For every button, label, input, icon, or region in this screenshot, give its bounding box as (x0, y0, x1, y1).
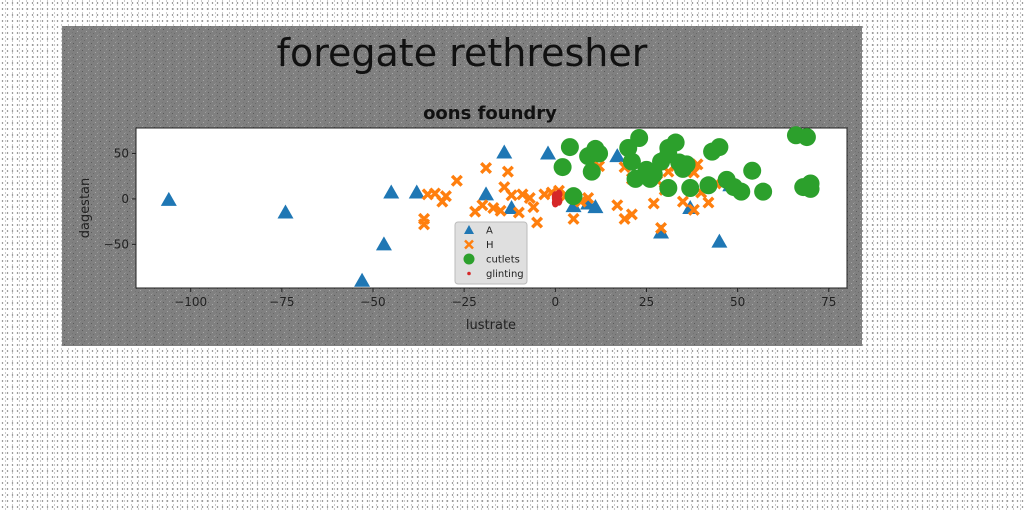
data-point (527, 201, 540, 214)
x-axis: −100 −75 −50 −25 0 25 50 75 (174, 288, 836, 309)
scatter-points (160, 126, 820, 287)
data-point (743, 161, 762, 180)
data-point (277, 204, 294, 219)
data-point (702, 196, 715, 209)
x-axis-title: lustrate (466, 318, 516, 333)
data-point (618, 212, 631, 225)
data-point (494, 204, 507, 217)
legend-box (454, 221, 528, 285)
data-point (531, 216, 544, 229)
data-point (516, 188, 529, 201)
data-point (160, 191, 177, 206)
legend-marker (464, 225, 474, 234)
x-tick-label: −25 (451, 295, 476, 309)
y-tick-label: 50 (114, 146, 129, 160)
data-point (383, 184, 400, 199)
legend-marker (467, 271, 471, 276)
data-point (582, 162, 601, 181)
x-tick-label: 75 (821, 295, 836, 309)
legend-label: H (486, 240, 494, 251)
figure-title: foregate rethresher (277, 31, 648, 75)
data-point (512, 206, 525, 219)
data-point (655, 222, 668, 234)
data-point (478, 186, 495, 201)
y-tick-label: −50 (104, 237, 129, 251)
data-point (439, 190, 452, 203)
x-tick-label: 0 (551, 295, 559, 309)
data-point (567, 212, 580, 225)
x-tick-label: −50 (360, 295, 385, 309)
data-point (553, 158, 572, 177)
data-point (354, 272, 371, 287)
data-point (609, 148, 626, 163)
series-4 (551, 189, 563, 208)
data-point (564, 187, 583, 206)
data-point (622, 152, 641, 171)
data-point (375, 236, 392, 251)
data-point (450, 174, 463, 187)
data-point (681, 179, 700, 197)
data-point (501, 165, 514, 178)
data-point (590, 144, 609, 163)
y-axis: −50 0 50 (104, 146, 136, 251)
data-point (523, 192, 536, 204)
data-point (647, 197, 660, 210)
legend-entry: H (464, 239, 494, 251)
legend-marker (463, 253, 475, 265)
data-point (480, 162, 493, 174)
data-point (611, 199, 624, 212)
data-point (676, 195, 689, 208)
data-point (801, 179, 820, 198)
data-point (710, 138, 729, 157)
data-point (732, 182, 751, 201)
data-point (699, 176, 718, 195)
legend-label: glinting (486, 269, 524, 280)
data-point (476, 199, 489, 212)
axes-title: oons foundry (423, 103, 557, 124)
data-point (487, 202, 500, 214)
data-point (677, 155, 696, 174)
legend-entry: cutlets (463, 253, 520, 266)
data-point (560, 138, 579, 157)
data-point (408, 184, 425, 199)
data-point (418, 212, 431, 225)
data-point (659, 179, 678, 197)
x-tick-label: −75 (269, 295, 294, 309)
legend-marker (464, 239, 474, 250)
data-point (587, 199, 604, 214)
data-point (540, 145, 557, 160)
y-tick-label: 0 (121, 192, 129, 206)
data-point (666, 133, 685, 152)
legend-label: A (486, 226, 493, 237)
data-point (711, 233, 728, 248)
data-point (551, 197, 559, 208)
y-axis-title: dagestan (78, 178, 93, 239)
data-point (687, 203, 700, 216)
x-tick-label: 25 (639, 295, 654, 309)
series-3 (553, 126, 820, 206)
x-tick-label: −100 (174, 295, 207, 309)
data-point (797, 128, 816, 147)
data-point (653, 224, 670, 239)
legend-entry: A (464, 225, 493, 237)
data-point (496, 144, 513, 159)
data-point (555, 189, 563, 200)
legend-entry: glinting (467, 269, 524, 280)
x-tick-label: 50 (730, 295, 745, 309)
data-point (630, 129, 649, 147)
data-point (625, 208, 638, 221)
data-point (754, 182, 773, 201)
legend-label: cutlets (486, 255, 520, 266)
data-point (582, 192, 595, 204)
data-point (505, 189, 518, 202)
